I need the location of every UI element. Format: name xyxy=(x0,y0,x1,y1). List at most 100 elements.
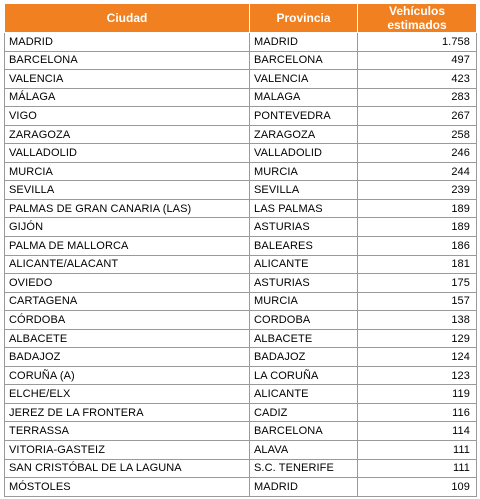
cell-ciudad: ALICANTE/ALACANT xyxy=(4,254,250,275)
cell-ciudad: PALMA DE MALLORCA xyxy=(4,236,250,256)
cell-vehiculos: 119 xyxy=(357,384,477,404)
vehicle-table: Ciudad Provincia Vehículos estimados MAD… xyxy=(4,4,477,497)
header-provincia: Provincia xyxy=(249,4,358,33)
cell-ciudad: CORUÑA (A) xyxy=(4,365,250,386)
table-row: VITORIA-GASTEIZ ALAVA 111 xyxy=(4,440,477,460)
cell-vehiculos: 189 xyxy=(357,198,477,219)
cell-ciudad: VIGO xyxy=(4,106,250,126)
cell-ciudad: PALMAS DE GRAN CANARIA (LAS) xyxy=(4,198,250,219)
cell-provincia: BARCELONA xyxy=(249,50,358,71)
cell-vehiculos: 283 xyxy=(357,87,477,108)
cell-provincia: MURCIA xyxy=(249,291,358,312)
cell-provincia: ALICANTE xyxy=(249,254,358,275)
table-row: ALICANTE/ALACANT ALICANTE 181 xyxy=(4,254,477,275)
cell-ciudad: TERRASSA xyxy=(4,421,250,442)
table-row: CORUÑA (A) LA CORUÑA 123 xyxy=(4,365,477,386)
table-row: MÁLAGA MALAGA 283 xyxy=(4,87,477,108)
table-row: TERRASSA BARCELONA 114 xyxy=(4,421,477,442)
cell-vehiculos: 186 xyxy=(357,236,477,256)
table-row: ZARAGOZA ZARAGOZA 258 xyxy=(4,124,477,145)
table-row: BARCELONA BARCELONA 497 xyxy=(4,50,477,71)
cell-vehiculos: 129 xyxy=(357,328,477,349)
table-row: PALMAS DE GRAN CANARIA (LAS) LAS PALMAS 18… xyxy=(4,198,477,219)
cell-provincia: ZARAGOZA xyxy=(249,124,358,145)
cell-ciudad: ALBACETE xyxy=(4,328,250,349)
cell-ciudad: VALLADOLID xyxy=(4,143,250,163)
table-row: BADAJOZ BADAJOZ 124 xyxy=(4,347,477,367)
cell-ciudad: JEREZ DE LA FRONTERA xyxy=(4,402,250,423)
cell-vehiculos: 111 xyxy=(357,458,477,479)
cell-ciudad: BARCELONA xyxy=(4,50,250,71)
table-row: MURCIA MURCIA 244 xyxy=(4,161,477,182)
cell-ciudad: SEVILLA xyxy=(4,180,250,200)
table-row: SAN CRISTÓBAL DE LA LAGUNA S.C. TENERIFE 1… xyxy=(4,458,477,479)
cell-ciudad: OVIEDO xyxy=(4,273,250,293)
cell-ciudad: SAN CRISTÓBAL DE LA LAGUNA xyxy=(4,458,250,479)
cell-provincia: LA CORUÑA xyxy=(249,365,358,386)
cell-vehiculos: 109 xyxy=(357,477,477,497)
cell-vehiculos: 239 xyxy=(357,180,477,200)
cell-ciudad: CÓRDOBA xyxy=(4,310,250,330)
cell-vehiculos: 175 xyxy=(357,273,477,293)
cell-provincia: BALEARES xyxy=(249,236,358,256)
cell-vehiculos: 114 xyxy=(357,421,477,442)
cell-ciudad: VITORIA-GASTEIZ xyxy=(4,440,250,460)
cell-provincia: VALLADOLID xyxy=(249,143,358,163)
cell-ciudad: ZARAGOZA xyxy=(4,124,250,145)
table-row: MÓSTOLES MADRID 109 xyxy=(4,477,477,497)
cell-vehiculos: 497 xyxy=(357,50,477,71)
cell-vehiculos: 111 xyxy=(357,440,477,460)
cell-vehiculos: 116 xyxy=(357,402,477,423)
cell-provincia: LAS PALMAS xyxy=(249,198,358,219)
cell-ciudad: BADAJOZ xyxy=(4,347,250,367)
cell-vehiculos: 124 xyxy=(357,347,477,367)
cell-provincia: CORDOBA xyxy=(249,310,358,330)
cell-vehiculos: 181 xyxy=(357,254,477,275)
header-row: Ciudad Provincia Vehículos estimados xyxy=(4,4,477,33)
cell-provincia: CADIZ xyxy=(249,402,358,423)
table-row: ALBACETE ALBACETE 129 xyxy=(4,328,477,349)
table-row: ELCHE/ELX ALICANTE 119 xyxy=(4,384,477,404)
cell-provincia: ALAVA xyxy=(249,440,358,460)
cell-ciudad: ELCHE/ELX xyxy=(4,384,250,404)
cell-provincia: BADAJOZ xyxy=(249,347,358,367)
cell-ciudad: MÁLAGA xyxy=(4,87,250,108)
cell-provincia: ALBACETE xyxy=(249,328,358,349)
cell-ciudad: CARTAGENA xyxy=(4,291,250,312)
cell-vehiculos: 267 xyxy=(357,106,477,126)
cell-ciudad: VALENCIA xyxy=(4,69,250,89)
cell-provincia: VALENCIA xyxy=(249,69,358,89)
table-row: PALMA DE MALLORCA BALEARES 186 xyxy=(4,236,477,256)
cell-provincia: PONTEVEDRA xyxy=(249,106,358,126)
cell-vehiculos: 244 xyxy=(357,161,477,182)
cell-ciudad: MURCIA xyxy=(4,161,250,182)
cell-ciudad: MADRID xyxy=(4,32,250,52)
cell-provincia: MADRID xyxy=(249,32,358,52)
cell-ciudad: GIJÓN xyxy=(4,217,250,238)
cell-provincia: MADRID xyxy=(249,477,358,497)
cell-provincia: S.C. TENERIFE xyxy=(249,458,358,479)
vehicle-table-container: Ciudad Provincia Vehículos estimados MAD… xyxy=(4,4,477,497)
table-row: CARTAGENA MURCIA 157 xyxy=(4,291,477,312)
table-row: GIJÓN ASTURIAS 189 xyxy=(4,217,477,238)
cell-vehiculos: 189 xyxy=(357,217,477,238)
header-vehiculos: Vehículos estimados xyxy=(357,4,477,33)
cell-provincia: MURCIA xyxy=(249,161,358,182)
cell-vehiculos: 258 xyxy=(357,124,477,145)
cell-provincia: ASTURIAS xyxy=(249,273,358,293)
table-row: VALLADOLID VALLADOLID 246 xyxy=(4,143,477,163)
table-row: VIGO PONTEVEDRA 267 xyxy=(4,106,477,126)
cell-vehiculos: 157 xyxy=(357,291,477,312)
table-row: VALENCIA VALENCIA 423 xyxy=(4,69,477,89)
cell-vehiculos: 138 xyxy=(357,310,477,330)
cell-provincia: MALAGA xyxy=(249,87,358,108)
table-row: OVIEDO ASTURIAS 175 xyxy=(4,273,477,293)
cell-vehiculos: 423 xyxy=(357,69,477,89)
cell-vehiculos: 1.758 xyxy=(357,32,477,52)
cell-provincia: ALICANTE xyxy=(249,384,358,404)
table-row: SEVILLA SEVILLA 239 xyxy=(4,180,477,200)
cell-ciudad: MÓSTOLES xyxy=(4,477,250,497)
cell-provincia: SEVILLA xyxy=(249,180,358,200)
table-row: MADRID MADRID 1.758 xyxy=(4,32,477,52)
cell-provincia: BARCELONA xyxy=(249,421,358,442)
